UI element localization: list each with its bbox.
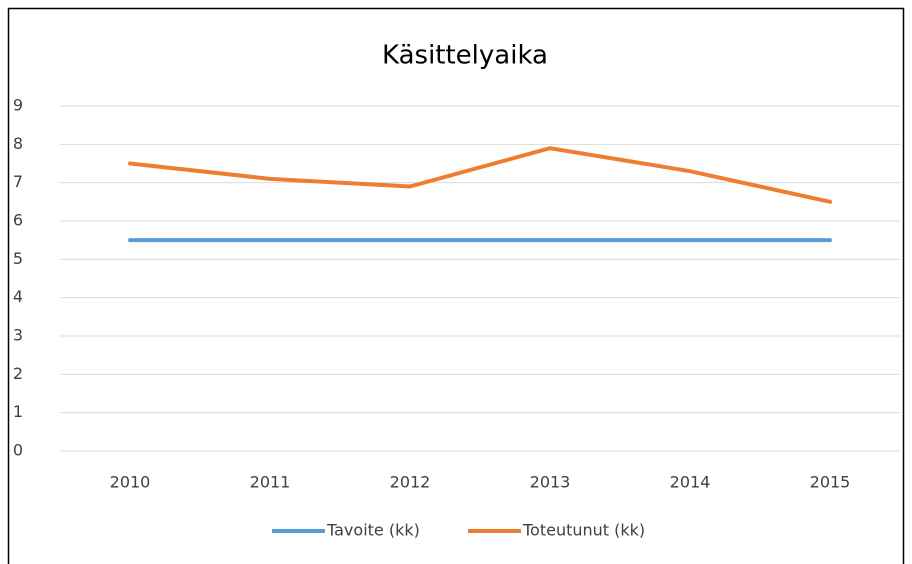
y-tick-label: 9: [13, 96, 23, 115]
x-tick-label: 2010: [110, 473, 151, 492]
x-tick-label: 2011: [250, 473, 291, 492]
x-tick-label: 2015: [810, 473, 851, 492]
x-tick-label: 2013: [530, 473, 571, 492]
y-tick-label: 2: [13, 364, 23, 383]
chart-title: Käsittelyaika: [382, 41, 548, 71]
legend-label: Toteutunut (kk): [522, 521, 645, 540]
y-tick-label: 7: [13, 172, 23, 191]
y-tick-label: 1: [13, 402, 23, 421]
y-tick-label: 8: [13, 134, 23, 153]
x-tick-label: 2012: [390, 473, 431, 492]
chart-frame: [7, 7, 905, 564]
y-tick-label: 6: [13, 211, 23, 230]
y-tick-label: 4: [13, 287, 23, 306]
data-line: [128, 146, 832, 204]
x-tick-label: 2014: [670, 473, 711, 492]
legend-label: Tavoite (kk): [326, 521, 420, 540]
y-tick-label: 5: [13, 249, 23, 268]
y-tick-label: 0: [13, 441, 23, 460]
y-tick-label: 3: [13, 326, 23, 345]
